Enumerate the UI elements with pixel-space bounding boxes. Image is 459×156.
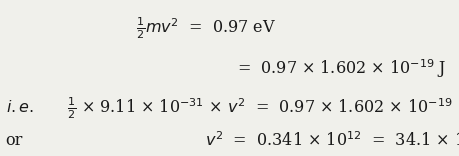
Text: =  0.97 × 1.602 × 10$^{-19}$ J: = 0.97 × 1.602 × 10$^{-19}$ J	[236, 57, 445, 80]
Text: $v^2$  =  0.341 × 10$^{12}$  =  34.1 × 10$^{10}$: $v^2$ = 0.341 × 10$^{12}$ = 34.1 × 10$^{…	[204, 131, 459, 150]
Text: $i.e.$: $i.e.$	[6, 99, 34, 116]
Text: $\frac{1}{2}mv^2$  =  0.97 eV: $\frac{1}{2}mv^2$ = 0.97 eV	[135, 15, 275, 41]
Text: $\frac{1}{2}$ × 9.11 × 10$^{-31}$ × $v^2$  =  0.97 × 1.602 × 10$^{-19}$: $\frac{1}{2}$ × 9.11 × 10$^{-31}$ × $v^2…	[67, 95, 451, 121]
Text: or: or	[6, 132, 23, 149]
